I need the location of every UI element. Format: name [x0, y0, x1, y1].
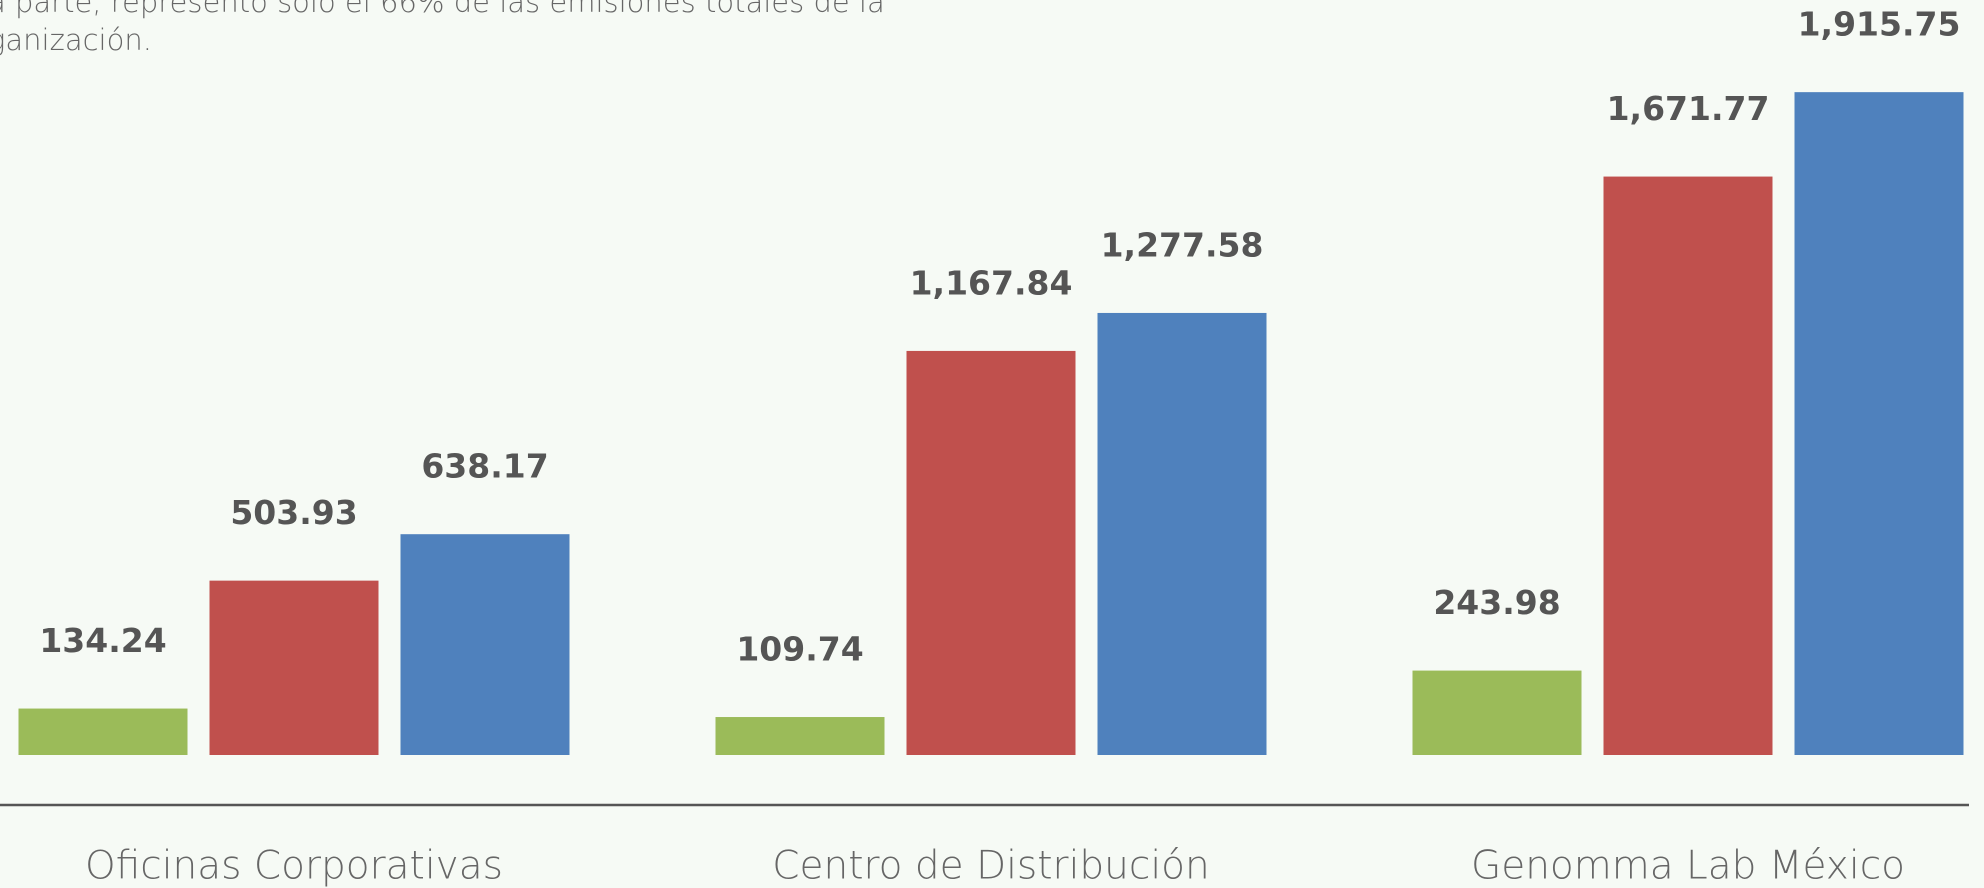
note-line: ganización. — [0, 23, 152, 57]
bar — [1603, 176, 1773, 756]
value-label: 1,277.58 — [1101, 225, 1264, 264]
bar — [906, 350, 1076, 755]
category-label: Genomma Lab México — [1471, 844, 1905, 888]
bar — [209, 580, 379, 755]
value-label: 1,915.75 — [1798, 5, 1961, 44]
value-label: 1,167.84 — [910, 263, 1073, 302]
value-label: 503.93 — [230, 493, 357, 532]
value-label: 638.17 — [421, 447, 548, 486]
bar — [1794, 92, 1964, 755]
bar — [400, 534, 570, 755]
category-label: Centro de Distribución — [772, 844, 1210, 888]
value-label: 109.74 — [736, 630, 863, 669]
category-label: Oficinas Corporativas — [85, 844, 503, 888]
note-line: a parte, represento solo el 66% de las e… — [0, 0, 885, 19]
bar — [715, 717, 885, 755]
value-label: 243.98 — [1433, 583, 1560, 622]
value-label: 1,671.77 — [1607, 89, 1770, 128]
bar — [1412, 670, 1582, 755]
value-label: 134.24 — [39, 621, 166, 660]
bar — [18, 708, 188, 755]
bar — [1097, 312, 1267, 755]
